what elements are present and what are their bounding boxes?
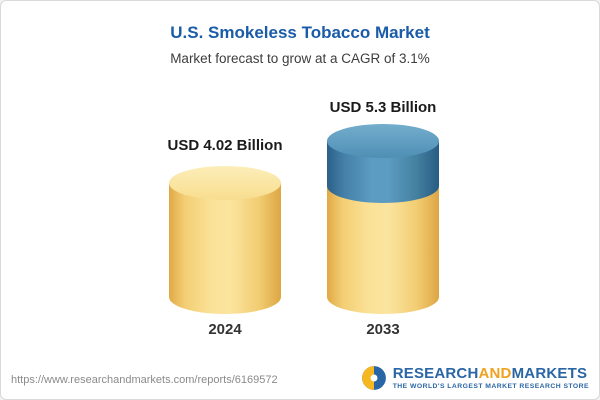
bar-2033 (327, 124, 439, 314)
brand-text-block: RESEARCHANDMARKETS THE WORLD'S LARGEST M… (393, 365, 589, 391)
x-axis-label-2033: 2033 (366, 321, 400, 338)
report-url: https://www.researchandmarkets.com/repor… (11, 374, 278, 386)
bar-2024-top (169, 166, 281, 200)
brand-globe-icon (361, 365, 387, 391)
brand-word-markets: MARKETS (511, 365, 588, 382)
brand-word-and: AND (478, 365, 512, 382)
x-axis-label-2024: 2024 (208, 321, 242, 338)
brand-name: RESEARCHANDMARKETS (393, 365, 589, 382)
brand-logo: RESEARCHANDMARKETS THE WORLD'S LARGEST M… (361, 365, 589, 391)
value-label-2033: USD 5.3 Billion (329, 99, 437, 116)
bar-2033-top (327, 124, 439, 158)
bar-2024-body (169, 183, 281, 314)
value-label-2024: USD 4.02 Billion (167, 137, 283, 154)
brand-tagline: THE WORLD'S LARGEST MARKET RESEARCH STOR… (392, 383, 589, 390)
brand-word-research: RESEARCH (392, 365, 479, 382)
bar-2024 (169, 166, 281, 314)
chart-title: U.S. Smokeless Tobacco Market (170, 23, 430, 42)
chart-subtitle: Market forecast to grow at a CAGR of 3.1… (170, 51, 430, 66)
